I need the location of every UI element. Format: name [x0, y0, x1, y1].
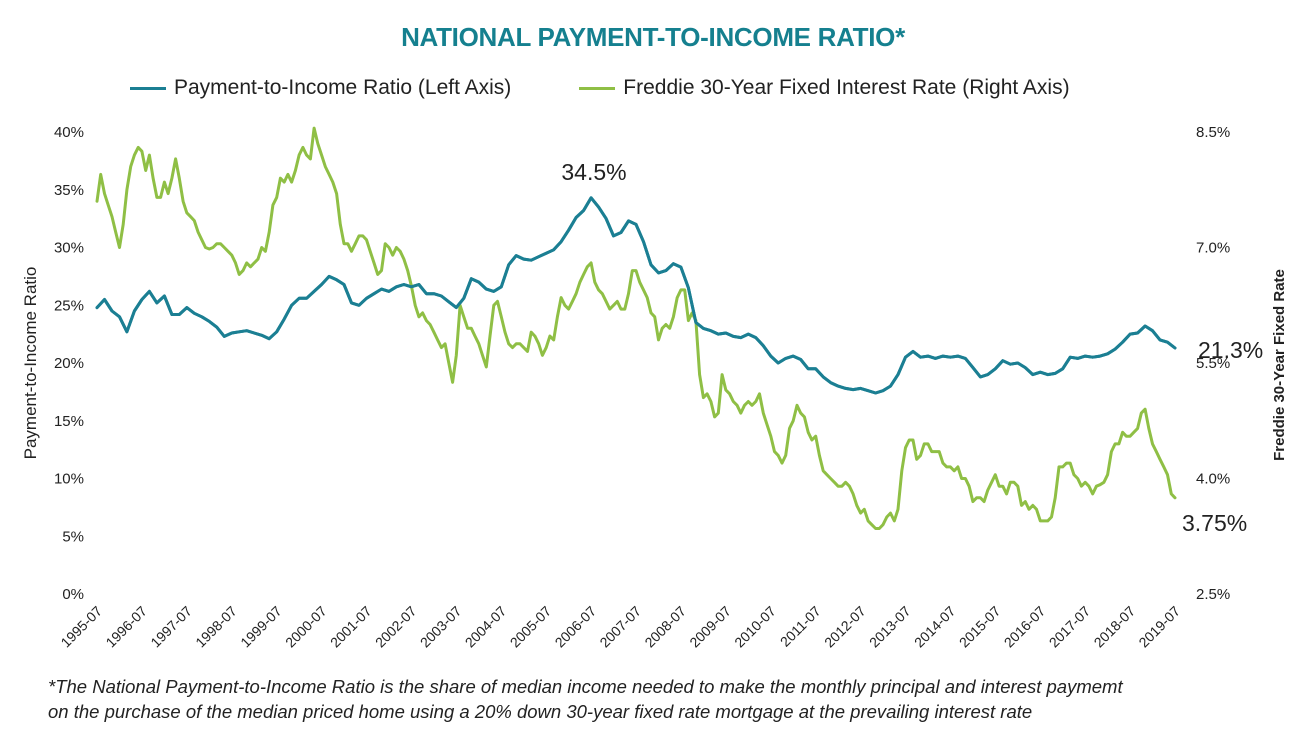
- x-tick-label: 2018-07: [1091, 603, 1139, 651]
- x-tick-label: 2000-07: [282, 603, 330, 651]
- x-tick-label: 2002-07: [372, 603, 420, 651]
- x-tick-label: 2014-07: [911, 603, 959, 651]
- x-tick-label: 2016-07: [1001, 603, 1049, 651]
- x-tick-label: 2010-07: [731, 603, 779, 651]
- left-tick-label: 0%: [62, 586, 84, 603]
- legend-label-pti: Payment-to-Income Ratio (Left Axis): [174, 76, 512, 99]
- x-tick-label: 2003-07: [417, 603, 465, 651]
- left-tick-label: 5%: [62, 528, 84, 545]
- left-axis-title: Payment-to-Income Ratio: [21, 267, 40, 460]
- chart-title: NATIONAL PAYMENT-TO-INCOME RATIO*: [401, 22, 905, 52]
- legend-swatch-pti: [130, 86, 166, 90]
- x-tick-label: 2015-07: [956, 603, 1004, 651]
- x-tick-label: 2013-07: [866, 603, 914, 651]
- left-tick-label: 35%: [54, 182, 84, 199]
- x-tick-label: 1998-07: [192, 603, 240, 651]
- x-tick-label: 2001-07: [327, 603, 375, 651]
- rate-last-label: 3.75%: [1182, 510, 1247, 536]
- legend: Payment-to-Income Ratio (Left Axis) Fred…: [130, 76, 1138, 100]
- series-line-pti-overlay: [95, 196, 1177, 395]
- right-tick-label: 2.5%: [1196, 586, 1230, 603]
- x-tick-label: 1997-07: [147, 603, 195, 651]
- x-tick-label: 2009-07: [686, 603, 734, 651]
- x-tick-label: 2007-07: [596, 603, 644, 651]
- x-tick-label: 2006-07: [552, 603, 600, 651]
- footnote: *The National Payment-to-Income Ratio is…: [48, 674, 1268, 724]
- left-tick-label: 20%: [54, 355, 84, 372]
- left-tick-label: 25%: [54, 297, 84, 314]
- x-tick-label: 1999-07: [237, 603, 285, 651]
- x-tick-label: 2012-07: [821, 603, 869, 651]
- x-tick-label: 2004-07: [462, 603, 510, 651]
- right-axis-title: Freddie 30-Year Fixed Rate: [1271, 269, 1288, 461]
- legend-item-pti: Payment-to-Income Ratio (Left Axis): [130, 76, 511, 100]
- x-tick-label: 1996-07: [102, 603, 150, 651]
- right-tick-label: 8.5%: [1196, 124, 1230, 141]
- pti-last-label: 21.3%: [1198, 337, 1263, 363]
- x-tick-label: 2008-07: [641, 603, 689, 651]
- x-tick-label: 2011-07: [777, 603, 824, 650]
- footnote-line-2: on the purchase of the median priced hom…: [48, 701, 1033, 722]
- x-tick-label: 2005-07: [507, 603, 555, 651]
- legend-item-rate: Freddie 30-Year Fixed Interest Rate (Rig…: [579, 76, 1070, 100]
- right-tick-label: 4.0%: [1196, 471, 1230, 488]
- left-tick-label: 30%: [54, 240, 84, 257]
- left-tick-label: 15%: [54, 413, 84, 430]
- left-tick-label: 10%: [54, 471, 84, 488]
- left-tick-label: 40%: [54, 124, 84, 141]
- right-tick-label: 7.0%: [1196, 240, 1230, 257]
- x-tick-label: 2017-07: [1046, 603, 1094, 651]
- footnote-line-1: *The National Payment-to-Income Ratio is…: [48, 676, 1123, 697]
- series-line-rate: [95, 126, 1177, 530]
- legend-label-rate: Freddie 30-Year Fixed Interest Rate (Rig…: [623, 76, 1070, 99]
- legend-swatch-rate: [579, 86, 616, 90]
- peak-label: 34.5%: [561, 159, 626, 185]
- x-tick-label: 2019-07: [1135, 603, 1183, 651]
- x-tick-label: 1995-07: [57, 603, 105, 651]
- right-tick-label: 5.5%: [1196, 355, 1230, 372]
